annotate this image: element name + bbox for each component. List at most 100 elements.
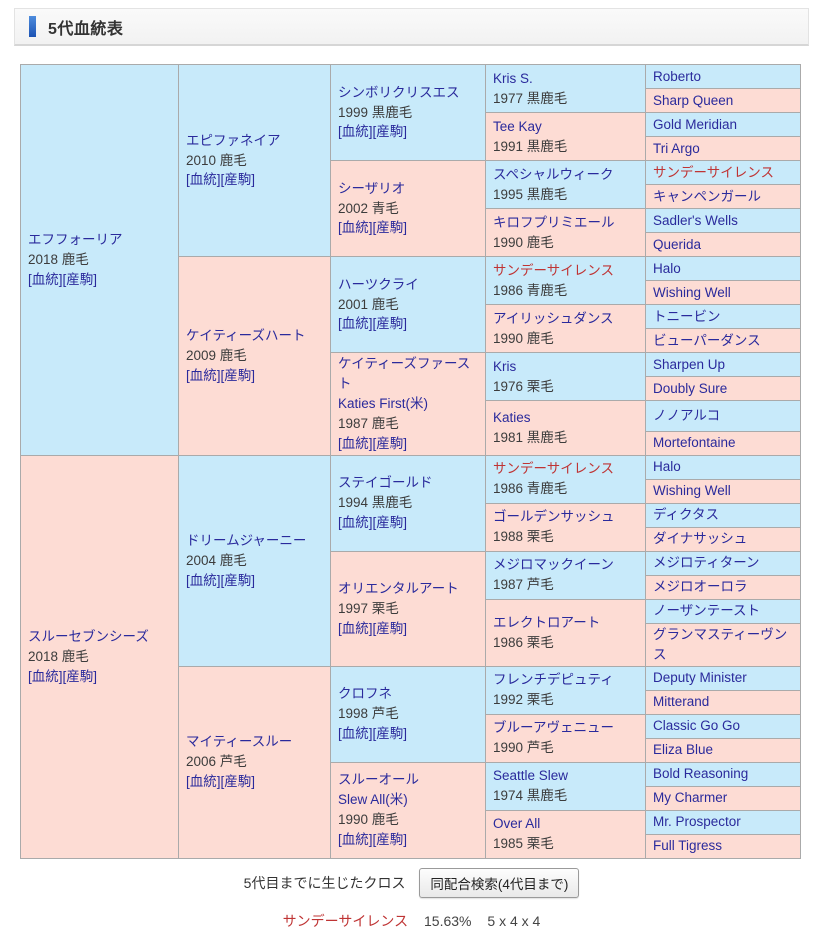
- horse-name-link[interactable]: Classic Go Go: [653, 718, 741, 734]
- offspring-link[interactable]: [産駒]: [220, 367, 256, 383]
- bloodline-link[interactable]: [血統]: [186, 572, 221, 588]
- bloodline-link[interactable]: [血統]: [338, 316, 373, 332]
- offspring-link[interactable]: [産駒]: [372, 726, 408, 742]
- horse-name-link[interactable]: サンデーサイレンス: [493, 262, 614, 278]
- horse-name-link[interactable]: Full Tigress: [653, 838, 723, 854]
- offspring-link[interactable]: [産駒]: [372, 620, 408, 636]
- horse-name-link[interactable]: Tri Argo: [653, 140, 700, 156]
- horse-name-link[interactable]: クロフネ: [338, 686, 392, 702]
- horse-name-link[interactable]: シーザリオ: [338, 180, 406, 196]
- horse-name-link[interactable]: Over All: [493, 816, 541, 832]
- horse-name-link[interactable]: Katies: [493, 409, 531, 425]
- offspring-link[interactable]: [産駒]: [220, 172, 256, 188]
- horse-name-link[interactable]: サンデーサイレンス: [653, 164, 774, 180]
- horse-name-link[interactable]: キャンペンガール: [653, 188, 761, 204]
- offspring-link[interactable]: [産駒]: [372, 832, 408, 848]
- horse-name-link[interactable]: Halo: [653, 459, 681, 475]
- horse-name-link[interactable]: Wishing Well: [653, 483, 731, 499]
- horse-name-link[interactable]: Eliza Blue: [653, 742, 714, 758]
- horse-name-link[interactable]: マイティースルー: [186, 734, 293, 750]
- horse-name-link[interactable]: ダイナサッシュ: [653, 531, 748, 547]
- horse-name-link[interactable]: Sadler's Wells: [653, 212, 738, 228]
- offspring-link[interactable]: [産駒]: [220, 572, 256, 588]
- horse-name-link[interactable]: ディクタス: [653, 507, 720, 523]
- horse-name-link[interactable]: メジロティターン: [653, 555, 760, 571]
- bloodline-link[interactable]: [血統]: [28, 668, 63, 684]
- pedigree-cell-gen4: サンデーサイレンス 1986 青鹿毛: [485, 256, 646, 305]
- horse-name-link[interactable]: ドリームジャーニー: [186, 532, 307, 548]
- offspring-link[interactable]: [産駒]: [62, 271, 98, 287]
- horse-name-link[interactable]: ゴールデンサッシュ: [493, 509, 615, 525]
- horse-name-link[interactable]: Mitterand: [653, 694, 710, 710]
- bloodline-link[interactable]: [血統]: [338, 832, 373, 848]
- horse-name-en-link[interactable]: Katies First(米): [338, 395, 429, 411]
- pedigree-cell-gen5: Tri Argo: [645, 136, 801, 161]
- horse-name-link[interactable]: オリエンタルアート: [338, 580, 459, 596]
- horse-name-link[interactable]: ケイティーズファースト: [338, 356, 471, 391]
- horse-name-link[interactable]: キロフプリミエール: [493, 214, 615, 230]
- pedigree-cell-gen4: Kris 1976 栗毛: [485, 352, 646, 401]
- horse-name-link[interactable]: ノノアルコ: [653, 407, 721, 423]
- horse-name-link[interactable]: スルーオール: [338, 772, 419, 788]
- bloodline-link[interactable]: [血統]: [338, 435, 373, 451]
- horse-name-link[interactable]: Kris: [493, 358, 517, 374]
- horse-name-link[interactable]: ビューパーダンス: [653, 332, 761, 348]
- horse-name-link[interactable]: My Charmer: [653, 790, 728, 806]
- horse-name-link[interactable]: スペシャルウィーク: [493, 166, 614, 182]
- horse-name-link[interactable]: グランマスティーヴンス: [653, 626, 788, 662]
- offspring-link[interactable]: [産駒]: [372, 124, 408, 140]
- bloodline-link[interactable]: [血統]: [338, 515, 373, 531]
- horse-name-link[interactable]: メジロマックイーン: [493, 557, 614, 573]
- horse-name-link[interactable]: Sharpen Up: [653, 356, 726, 372]
- offspring-link[interactable]: [産駒]: [372, 435, 408, 451]
- offspring-link[interactable]: [産駒]: [62, 668, 98, 684]
- offspring-link[interactable]: [産駒]: [220, 774, 256, 790]
- bloodline-link[interactable]: [血統]: [338, 124, 373, 140]
- horse-name-link[interactable]: エレクトロアート: [493, 614, 601, 630]
- horse-name-link[interactable]: ハーツクライ: [338, 276, 419, 292]
- pedigree-cell-gen5: グランマスティーヴンス: [645, 622, 801, 667]
- horse-name-link[interactable]: エフフォーリア: [28, 231, 123, 247]
- horse-name-link[interactable]: Sharp Queen: [653, 92, 734, 108]
- horse-name-en-link[interactable]: Slew All(米): [338, 792, 408, 808]
- offspring-link[interactable]: [産駒]: [372, 515, 408, 531]
- bloodline-link[interactable]: [血統]: [338, 220, 373, 236]
- offspring-link[interactable]: [産駒]: [372, 316, 408, 332]
- cross-horse-link[interactable]: サンデーサイレンス: [282, 912, 409, 929]
- bloodline-link[interactable]: [血統]: [186, 367, 221, 383]
- horse-name-link[interactable]: メジロオーロラ: [653, 579, 748, 595]
- horse-name-link[interactable]: Kris S.: [493, 70, 533, 86]
- horse-name-link[interactable]: Roberto: [653, 68, 702, 84]
- horse-name-link[interactable]: エピファネイア: [186, 132, 281, 148]
- pedigree-cell-gen5: キャンペンガール: [645, 184, 801, 209]
- horse-name-link[interactable]: Tee Kay: [493, 118, 542, 134]
- horse-name-link[interactable]: Deputy Minister: [653, 670, 747, 686]
- bloodline-link[interactable]: [血統]: [338, 726, 373, 742]
- horse-name-link[interactable]: Halo: [653, 260, 681, 276]
- pedigree-cell-gen5: ディクタス: [645, 502, 801, 528]
- horse-name-link[interactable]: Wishing Well: [653, 284, 731, 300]
- horse-name-link[interactable]: Doubly Sure: [653, 380, 728, 396]
- bloodline-link[interactable]: [血統]: [186, 774, 221, 790]
- horse-name-link[interactable]: Bold Reasoning: [653, 766, 749, 782]
- same-mating-search-button[interactable]: 同配合検索(4代目まで): [419, 867, 580, 898]
- horse-name-link[interactable]: Seattle Slew: [493, 768, 569, 784]
- horse-name-link[interactable]: ノーザンテースト: [653, 603, 761, 619]
- horse-name-link[interactable]: Mortefontaine: [653, 435, 736, 451]
- horse-name-link[interactable]: ケイティーズハート: [186, 327, 306, 343]
- horse-name-link[interactable]: Querida: [653, 236, 702, 252]
- horse-name-link[interactable]: ステイゴールド: [338, 475, 433, 491]
- horse-name-link[interactable]: トニービン: [653, 308, 721, 324]
- offspring-link[interactable]: [産駒]: [372, 220, 408, 236]
- horse-name-link[interactable]: ブルーアヴェニュー: [493, 720, 614, 736]
- horse-name-link[interactable]: Mr. Prospector: [653, 814, 741, 830]
- horse-name-link[interactable]: サンデーサイレンス: [493, 461, 614, 477]
- horse-name-link[interactable]: シンボリクリスエス: [338, 84, 460, 100]
- horse-name-link[interactable]: フレンチデピュティ: [493, 672, 614, 688]
- horse-name-link[interactable]: アイリッシュダンス: [493, 310, 614, 326]
- horse-name-link[interactable]: スルーセブンシーズ: [28, 628, 149, 644]
- bloodline-link[interactable]: [血統]: [338, 620, 373, 636]
- bloodline-link[interactable]: [血統]: [186, 172, 221, 188]
- bloodline-link[interactable]: [血統]: [28, 271, 63, 287]
- horse-name-link[interactable]: Gold Meridian: [653, 116, 738, 132]
